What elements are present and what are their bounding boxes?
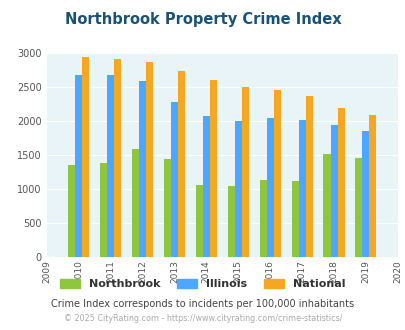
Bar [305,96,312,257]
Text: Crime Index corresponds to incidents per 100,000 inhabitants: Crime Index corresponds to incidents per… [51,299,354,309]
Bar [241,87,248,257]
Text: Northbrook Property Crime Index: Northbrook Property Crime Index [64,12,341,26]
Bar [234,121,241,257]
Bar [171,102,177,257]
Bar [369,115,375,257]
Bar [114,59,121,257]
Bar [107,75,114,257]
Bar [323,154,330,257]
Bar [266,117,273,257]
Legend: Northbrook, Illinois, National: Northbrook, Illinois, National [56,275,349,294]
Bar [337,108,344,257]
Bar [146,62,153,257]
Bar [354,158,362,257]
Bar [132,149,139,257]
Bar [298,120,305,257]
Bar [330,125,337,257]
Bar [100,163,107,257]
Bar [82,57,89,257]
Bar [139,82,146,257]
Bar [227,186,234,257]
Text: © 2025 CityRating.com - https://www.cityrating.com/crime-statistics/: © 2025 CityRating.com - https://www.city… [64,314,341,323]
Bar [164,159,171,257]
Bar [75,75,82,257]
Bar [195,185,202,257]
Bar [209,80,216,257]
Bar [259,180,266,257]
Bar [362,131,369,257]
Bar [291,181,298,257]
Bar [68,165,75,257]
Bar [202,115,209,257]
Bar [273,90,280,257]
Bar [177,71,184,257]
